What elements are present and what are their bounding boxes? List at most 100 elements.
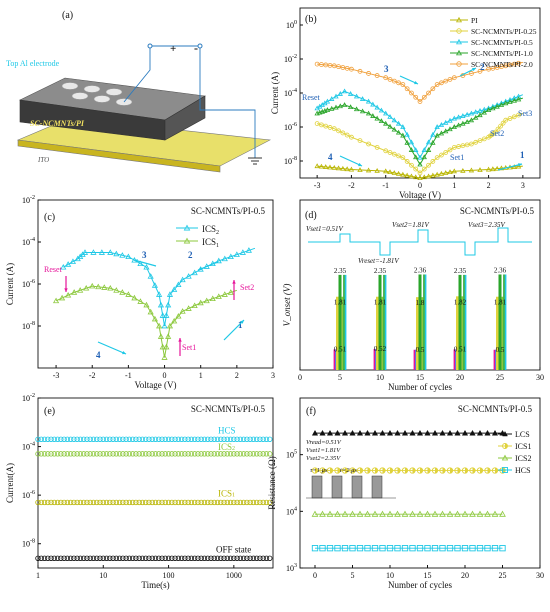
bar-label-set1-d: 0.51 bbox=[334, 345, 347, 353]
point-b bbox=[447, 169, 453, 175]
point-f bbox=[311, 545, 319, 552]
point-e bbox=[260, 555, 266, 561]
point-b bbox=[331, 63, 337, 69]
point-e bbox=[267, 451, 273, 457]
point-e bbox=[35, 499, 41, 506]
point-b bbox=[324, 107, 331, 112]
inset-vset2: Vset2=2.35V bbox=[306, 455, 341, 462]
point-e bbox=[107, 555, 113, 561]
y-axis-label-d: V_onset (V) bbox=[282, 284, 292, 327]
x-tick-label-d: 30 bbox=[536, 373, 544, 382]
point-e bbox=[208, 499, 214, 506]
point-b bbox=[468, 117, 475, 123]
y-tick-label-e: 10-2 bbox=[22, 393, 35, 403]
point-c bbox=[227, 289, 234, 295]
point-f bbox=[457, 467, 461, 474]
point-b bbox=[468, 110, 475, 116]
point-b bbox=[464, 119, 470, 124]
legend-marker-b bbox=[456, 49, 462, 56]
arrow-4-c bbox=[97, 341, 127, 355]
bar-label-set1-d: 0.51 bbox=[454, 345, 467, 353]
point-e bbox=[224, 451, 231, 457]
point-e bbox=[172, 555, 178, 561]
point-e bbox=[267, 436, 273, 442]
bar-d bbox=[344, 274, 347, 370]
point-e bbox=[48, 499, 54, 506]
point-e bbox=[77, 451, 84, 457]
point-e bbox=[244, 451, 250, 457]
x-tick-label-f: 0 bbox=[313, 571, 317, 580]
point-e bbox=[97, 436, 103, 442]
point-b bbox=[347, 91, 354, 96]
y-tick-label-b: 10-8 bbox=[284, 156, 297, 166]
bar-group-d: 2.35 1.81 0.51 bbox=[333, 267, 347, 370]
point-e bbox=[162, 436, 168, 442]
point-f bbox=[502, 467, 506, 474]
point-e bbox=[244, 555, 250, 561]
point-b bbox=[511, 97, 517, 103]
point-c bbox=[147, 308, 154, 315]
bar-d bbox=[343, 274, 345, 370]
point-b bbox=[391, 117, 397, 123]
point-b bbox=[417, 175, 423, 181]
point-b bbox=[404, 131, 410, 137]
point-e bbox=[87, 451, 93, 457]
point-e bbox=[208, 451, 214, 457]
point-b bbox=[374, 167, 380, 173]
point-e bbox=[120, 451, 126, 457]
point-b bbox=[391, 151, 397, 157]
point-e bbox=[234, 436, 240, 442]
point-e bbox=[240, 555, 247, 561]
point-e bbox=[100, 555, 106, 561]
point-b bbox=[333, 104, 339, 110]
bar-label-set2-d: 1.81 bbox=[374, 299, 387, 307]
point-e bbox=[123, 451, 129, 457]
point-c bbox=[101, 284, 108, 290]
bar-d bbox=[503, 274, 505, 370]
point-e bbox=[191, 436, 198, 442]
bar-d bbox=[373, 348, 376, 370]
point-f bbox=[484, 429, 491, 436]
bar-d bbox=[333, 349, 336, 370]
point-f bbox=[491, 429, 499, 436]
point-f bbox=[409, 429, 416, 436]
x-tick-label-f: 20 bbox=[461, 571, 469, 580]
point-e bbox=[139, 436, 146, 442]
x-tick-label-e: 1 bbox=[36, 571, 40, 580]
point-b bbox=[507, 99, 513, 104]
bar-set2-d bbox=[336, 296, 339, 370]
arrow-reset-c bbox=[64, 276, 68, 292]
point-b bbox=[387, 123, 393, 129]
point-e bbox=[123, 555, 129, 561]
y-tick-label-c: 10-4 bbox=[22, 237, 35, 247]
point-e bbox=[224, 499, 231, 506]
legend-entry-c: ICS2 bbox=[202, 224, 219, 236]
point-f bbox=[330, 467, 333, 474]
point-e bbox=[211, 436, 217, 442]
legend-entry-b: SC-NCMNTs/PI-0.25 bbox=[471, 27, 537, 36]
point-e bbox=[133, 499, 139, 506]
point-e bbox=[133, 436, 139, 442]
point-b bbox=[359, 96, 366, 101]
point-e bbox=[211, 451, 217, 457]
series-b-olive bbox=[314, 163, 523, 181]
point-c bbox=[233, 251, 240, 257]
series-e-cyan bbox=[35, 436, 273, 442]
point-b bbox=[430, 131, 436, 137]
x-tick-label-e: 10 bbox=[99, 571, 107, 580]
bar-d bbox=[421, 297, 424, 370]
legend-entry-b: SC-NCMNTs/PI-1.0 bbox=[471, 49, 533, 58]
point-e bbox=[227, 451, 234, 457]
point-f bbox=[431, 429, 439, 436]
point-c bbox=[98, 249, 105, 255]
point-b bbox=[447, 147, 453, 153]
point-e bbox=[143, 499, 149, 506]
point-b bbox=[331, 164, 337, 170]
legend-entry-b: SC-NCMNTs/PI-0.5 bbox=[471, 38, 533, 47]
point-b bbox=[336, 64, 341, 70]
arrow-1-c-head bbox=[240, 320, 244, 324]
annot-set1-c: Set1 bbox=[182, 343, 196, 352]
point-f bbox=[446, 510, 454, 517]
x-tick-label-e: 1000 bbox=[226, 571, 242, 580]
x-axis-label-d: Number of cycles bbox=[388, 382, 452, 392]
